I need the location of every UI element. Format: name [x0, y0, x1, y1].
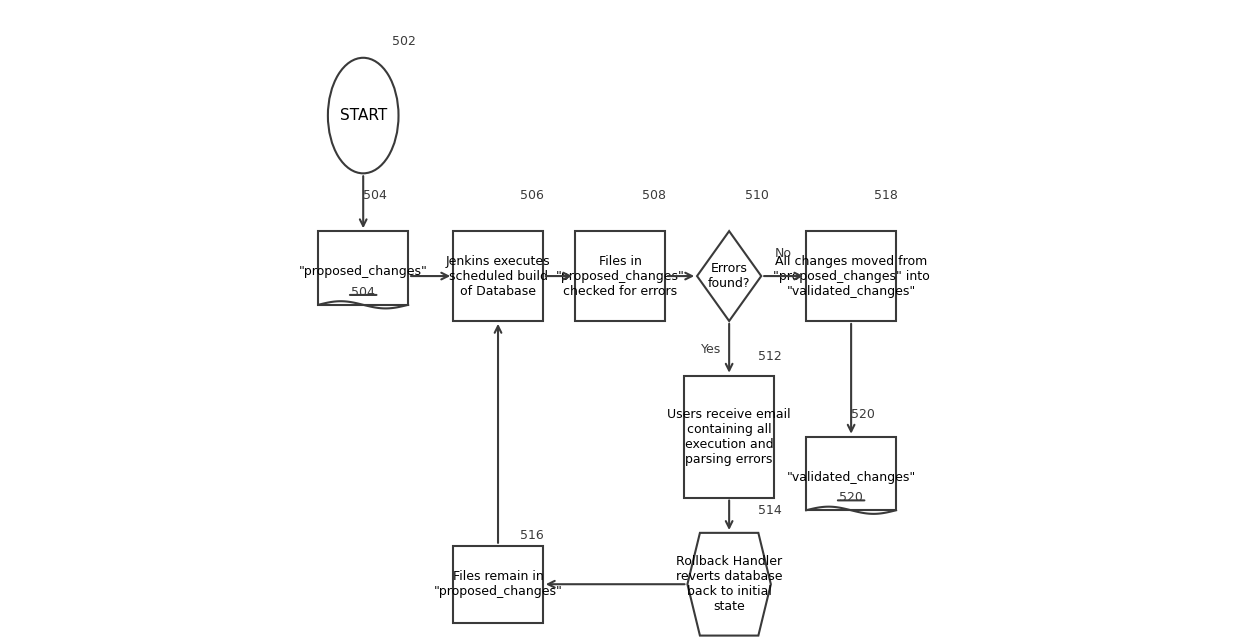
Text: Errors
found?: Errors found? [708, 262, 750, 290]
Text: 516: 516 [521, 530, 544, 542]
Text: 506: 506 [521, 189, 544, 202]
Text: 504: 504 [363, 189, 387, 202]
Text: Rollback Handler
reverts database
back to initial
state: Rollback Handler reverts database back t… [676, 555, 782, 613]
Text: Jenkins executes
scheduled build
of Database: Jenkins executes scheduled build of Data… [445, 255, 551, 297]
Text: START: START [340, 108, 387, 123]
Text: 520: 520 [851, 408, 875, 421]
Text: No: No [775, 247, 792, 260]
Text: "proposed_changes": "proposed_changes" [299, 265, 428, 278]
Text: Files in
"proposed_changes"
checked for errors: Files in "proposed_changes" checked for … [556, 255, 684, 297]
Text: 512: 512 [758, 350, 781, 363]
Text: "validated_changes": "validated_changes" [786, 471, 916, 483]
Text: 514: 514 [758, 504, 781, 517]
Text: 518: 518 [874, 189, 898, 202]
Text: 504: 504 [351, 286, 376, 299]
Text: 510: 510 [745, 189, 769, 202]
Text: 502: 502 [392, 35, 415, 48]
Text: Yes: Yes [701, 343, 722, 356]
Text: All changes moved from
"proposed_changes" into
"validated_changes": All changes moved from "proposed_changes… [773, 255, 930, 297]
Text: Files remain in
"proposed_changes": Files remain in "proposed_changes" [434, 570, 563, 598]
Text: 508: 508 [642, 189, 666, 202]
Text: Users receive email
containing all
execution and
parsing errors: Users receive email containing all execu… [667, 408, 791, 465]
Text: 520: 520 [839, 491, 863, 504]
